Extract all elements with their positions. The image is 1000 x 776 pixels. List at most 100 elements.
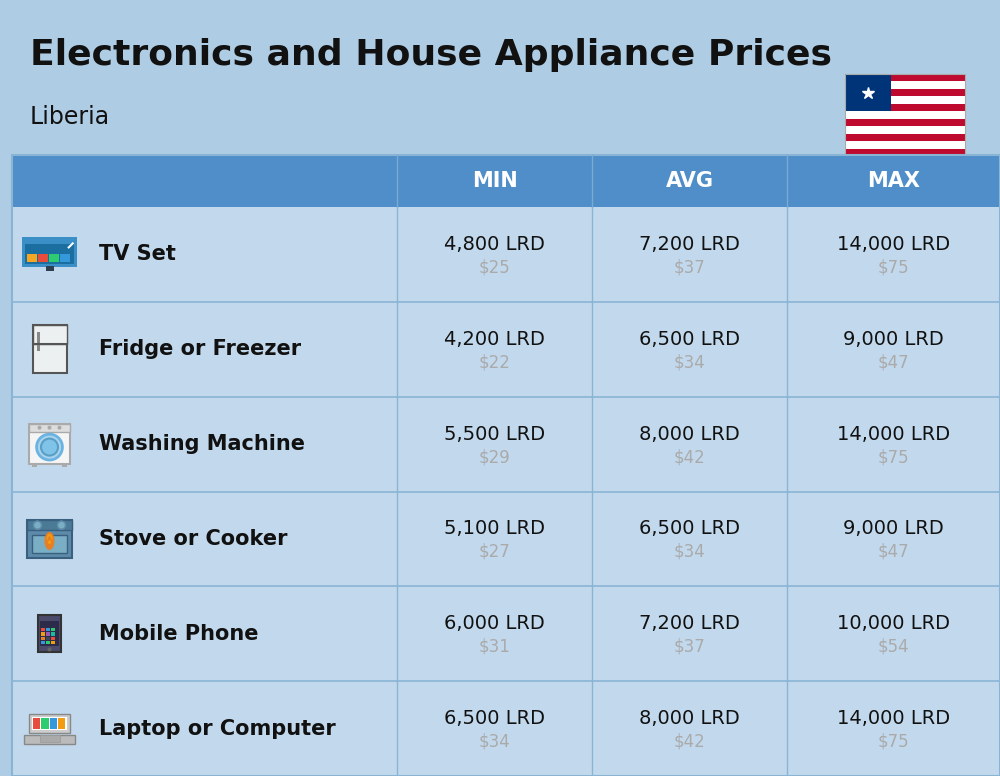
Text: $34: $34 <box>674 543 705 561</box>
Bar <box>87 397 397 491</box>
Bar <box>32 463 37 467</box>
Text: $27: $27 <box>479 543 510 561</box>
Text: 8,000 LRD: 8,000 LRD <box>639 709 740 728</box>
Bar <box>12 207 87 302</box>
Bar <box>12 155 1000 776</box>
Bar <box>58 719 65 729</box>
Bar <box>592 681 787 776</box>
Bar <box>32 717 67 729</box>
Bar <box>397 302 592 397</box>
Bar <box>12 155 87 207</box>
Bar <box>397 207 592 302</box>
Bar <box>87 207 397 302</box>
Text: $34: $34 <box>479 733 510 750</box>
Text: $42: $42 <box>674 448 705 466</box>
Bar <box>12 587 87 681</box>
Bar <box>87 681 397 776</box>
Circle shape <box>58 521 66 529</box>
Bar <box>845 126 965 133</box>
Circle shape <box>58 521 66 529</box>
Bar <box>397 587 592 681</box>
Bar <box>845 74 965 156</box>
Bar <box>787 491 1000 587</box>
Bar <box>845 96 965 104</box>
Bar <box>32 325 66 373</box>
Bar <box>787 155 1000 207</box>
Bar <box>62 463 67 467</box>
Bar <box>592 207 787 302</box>
Text: 5,500 LRD: 5,500 LRD <box>444 424 545 444</box>
Text: 7,200 LRD: 7,200 LRD <box>639 235 740 254</box>
Bar <box>46 641 50 644</box>
Bar <box>845 141 965 148</box>
Text: $22: $22 <box>479 353 510 371</box>
Text: MAX: MAX <box>867 171 920 191</box>
Bar <box>845 81 965 89</box>
Bar <box>787 302 1000 397</box>
Bar <box>12 681 87 776</box>
Bar <box>29 715 70 733</box>
Bar <box>46 628 50 632</box>
Bar <box>38 615 61 653</box>
Circle shape <box>48 647 52 651</box>
Bar <box>592 587 787 681</box>
Bar <box>25 244 74 265</box>
Circle shape <box>34 521 42 529</box>
Bar <box>32 325 66 344</box>
Bar <box>787 397 1000 491</box>
Text: 4,800 LRD: 4,800 LRD <box>444 235 545 254</box>
Circle shape <box>37 434 62 460</box>
Circle shape <box>41 438 58 456</box>
Text: $31: $31 <box>479 638 510 656</box>
Bar <box>27 520 72 530</box>
Bar <box>27 520 72 558</box>
Bar <box>397 397 592 491</box>
Text: $42: $42 <box>674 733 705 750</box>
Bar <box>27 255 37 262</box>
Bar <box>592 491 787 587</box>
Bar <box>845 74 965 81</box>
Text: Liberia: Liberia <box>30 105 110 129</box>
Bar <box>845 104 965 111</box>
Bar <box>592 397 787 491</box>
Text: AVG: AVG <box>666 171 714 191</box>
Bar <box>46 632 50 636</box>
Bar <box>38 255 48 262</box>
Bar <box>51 637 55 640</box>
Bar <box>36 331 40 340</box>
Bar <box>29 424 70 431</box>
Bar <box>51 641 55 644</box>
Bar <box>592 155 787 207</box>
Bar <box>845 148 965 156</box>
Text: $34: $34 <box>674 353 705 371</box>
Text: 6,500 LRD: 6,500 LRD <box>444 709 545 728</box>
Ellipse shape <box>46 534 52 544</box>
Bar <box>87 155 397 207</box>
Bar <box>40 735 60 742</box>
Bar <box>41 641 45 644</box>
Bar <box>22 237 77 268</box>
Bar <box>845 119 965 126</box>
Bar <box>36 339 40 352</box>
Text: 6,000 LRD: 6,000 LRD <box>444 615 545 633</box>
Bar <box>41 632 45 636</box>
Text: 14,000 LRD: 14,000 LRD <box>837 235 950 254</box>
Bar <box>24 735 75 744</box>
Bar <box>46 637 50 640</box>
Bar <box>397 491 592 587</box>
Circle shape <box>38 426 42 430</box>
Bar <box>845 89 965 96</box>
Text: $25: $25 <box>479 258 510 276</box>
Bar <box>845 133 965 141</box>
Bar <box>787 207 1000 302</box>
Bar <box>32 535 67 553</box>
Bar <box>12 397 87 491</box>
Text: $75: $75 <box>878 448 909 466</box>
Bar <box>41 637 45 640</box>
Text: $54: $54 <box>878 638 909 656</box>
Text: Electronics and House Appliance Prices: Electronics and House Appliance Prices <box>30 38 832 72</box>
Bar <box>787 681 1000 776</box>
Bar <box>51 628 55 632</box>
Text: 6,500 LRD: 6,500 LRD <box>639 519 740 539</box>
Text: TV Set: TV Set <box>99 244 176 265</box>
